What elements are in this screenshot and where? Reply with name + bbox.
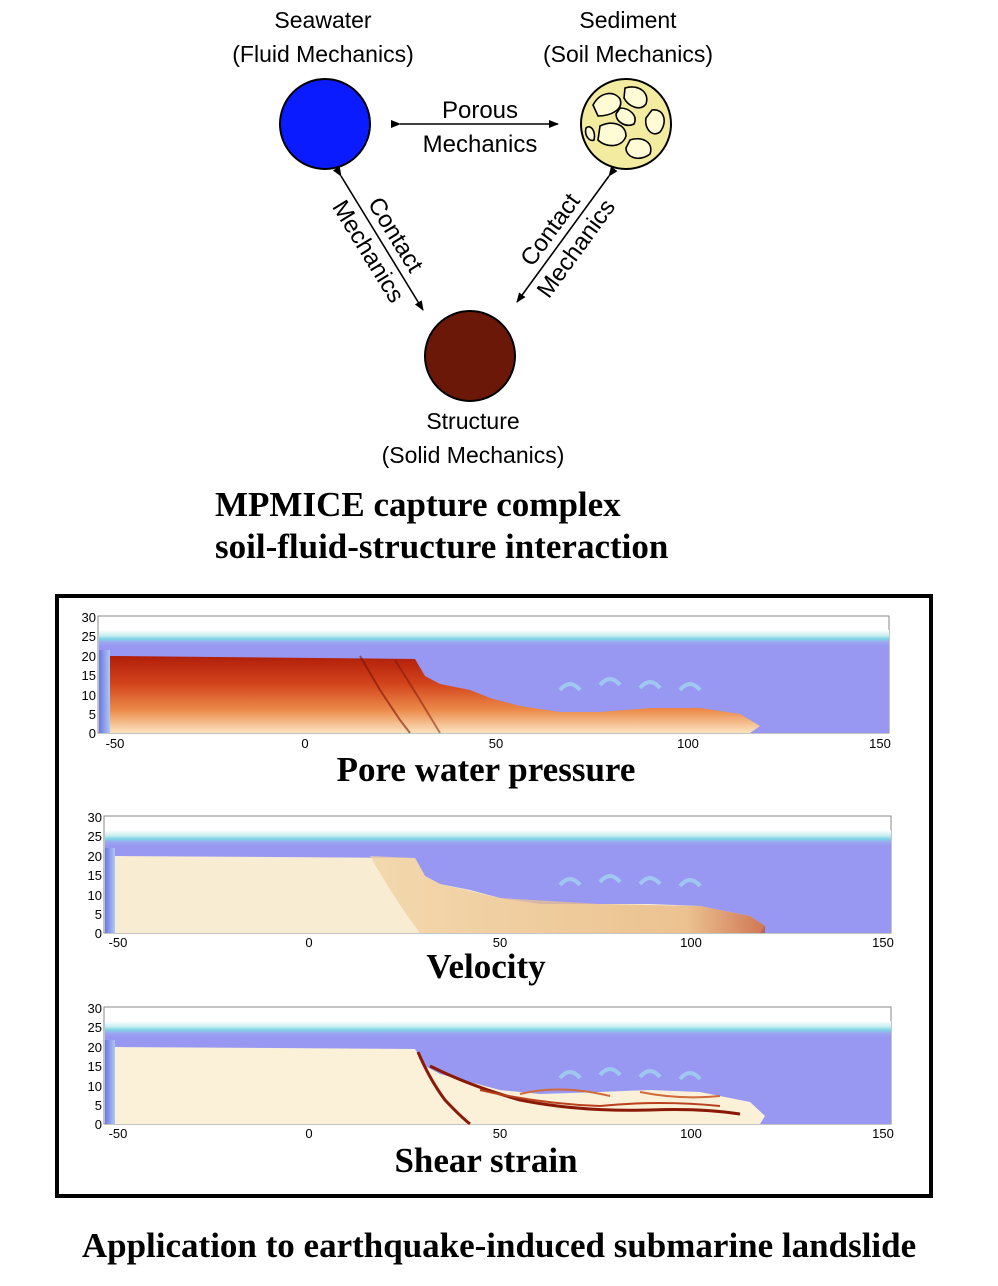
y-tick: 25	[82, 629, 96, 644]
y-tick: 10	[88, 888, 102, 903]
shear-sediment	[115, 1047, 765, 1124]
x-tick: 0	[305, 1126, 312, 1141]
y-tick: 25	[88, 829, 102, 844]
y-tick: 5	[95, 907, 102, 922]
headline-line2: soil-fluid-structure interaction	[215, 527, 669, 566]
sediment-subtitle: (Soil Mechanics)	[543, 41, 713, 67]
pore-sediment	[110, 656, 760, 733]
seawater-subtitle: (Fluid Mechanics)	[232, 41, 414, 67]
sediment-label: Sediment (Soil Mechanics)	[495, 3, 761, 71]
x-tick: -50	[106, 736, 125, 751]
x-tick: -50	[109, 1126, 128, 1141]
y-tick: 0	[95, 1117, 102, 1132]
y-tick: 30	[82, 610, 96, 625]
caption: Application to earthquake-induced submar…	[81, 1226, 917, 1265]
seawater-label: Seawater (Fluid Mechanics)	[190, 3, 456, 71]
y-tick: 15	[88, 868, 102, 883]
pore-y-ticks: 0 5 10 15 20 25 30	[82, 610, 96, 741]
x-tick: 100	[680, 935, 702, 950]
x-tick: 50	[493, 935, 507, 950]
simulation-panel	[55, 594, 933, 1198]
y-tick: 0	[95, 926, 102, 941]
velocity-title: Velocity	[426, 947, 546, 986]
structure-subtitle: (Solid Mechanics)	[381, 442, 565, 468]
shear-y-ticks: 0 5 10 15 20 25 30	[88, 1001, 102, 1132]
contact-left-arrow	[332, 166, 424, 311]
velocity-y-ticks: 0 5 10 15 20 25 30	[88, 810, 102, 941]
pore-x-ticks: -50 0 50 100 150	[106, 736, 891, 751]
x-tick: 100	[680, 1126, 702, 1141]
velocity-plot: -50 0 50 100 150 0 5 10 15 20 25 30	[88, 810, 894, 950]
x-tick: 100	[677, 736, 699, 751]
y-tick: 0	[89, 726, 96, 741]
x-tick: -50	[109, 935, 128, 950]
pore-pressure-plot: -50 0 50 100 150 0 5 10 15 20 25 30	[82, 610, 891, 751]
x-tick: 0	[305, 935, 312, 950]
structure-label: Structure (Solid Mechanics)	[340, 404, 606, 472]
pore-pressure-title: Pore water pressure	[336, 750, 636, 789]
seawater-circle	[279, 78, 371, 170]
structure-circle	[424, 310, 516, 402]
headline-line1: MPMICE capture complex	[215, 485, 621, 524]
y-tick: 20	[82, 649, 96, 664]
x-tick: 0	[301, 736, 308, 751]
y-tick: 30	[88, 1001, 102, 1016]
x-tick: 50	[489, 736, 503, 751]
y-tick: 15	[82, 668, 96, 683]
shear-strain-plot: -50 0 50 100 150 0 5 10 15 20 25 30	[88, 1001, 894, 1141]
y-tick: 30	[88, 810, 102, 825]
contact-right-arrow	[516, 166, 618, 303]
seawater-title: Seawater	[274, 7, 372, 33]
shear-x-ticks: -50 0 50 100 150	[109, 1126, 894, 1141]
x-tick: 150	[872, 1126, 894, 1141]
velocity-x-ticks: -50 0 50 100 150	[109, 935, 894, 950]
diagram-graphics: Porous Mechanics Contact Mechanics Conta…	[279, 78, 672, 402]
shear-strain-title: Shear strain	[394, 1141, 578, 1180]
y-tick: 10	[88, 1079, 102, 1094]
y-tick: 20	[88, 849, 102, 864]
y-tick: 25	[88, 1020, 102, 1035]
porous-label-line2: Mechanics	[423, 131, 538, 158]
y-tick: 20	[88, 1040, 102, 1055]
headline: MPMICE capture complex soil-fluid-struct…	[215, 484, 668, 568]
y-tick: 5	[95, 1098, 102, 1113]
porous-label-line1: Porous	[442, 97, 518, 124]
y-tick: 5	[89, 707, 96, 722]
x-tick: 150	[869, 736, 891, 751]
sediment-circle	[580, 78, 672, 170]
y-tick: 15	[88, 1059, 102, 1074]
structure-title: Structure	[426, 408, 520, 434]
y-tick: 10	[82, 688, 96, 703]
sediment-title: Sediment	[579, 7, 677, 33]
x-tick: 150	[872, 935, 894, 950]
x-tick: 50	[493, 1126, 507, 1141]
